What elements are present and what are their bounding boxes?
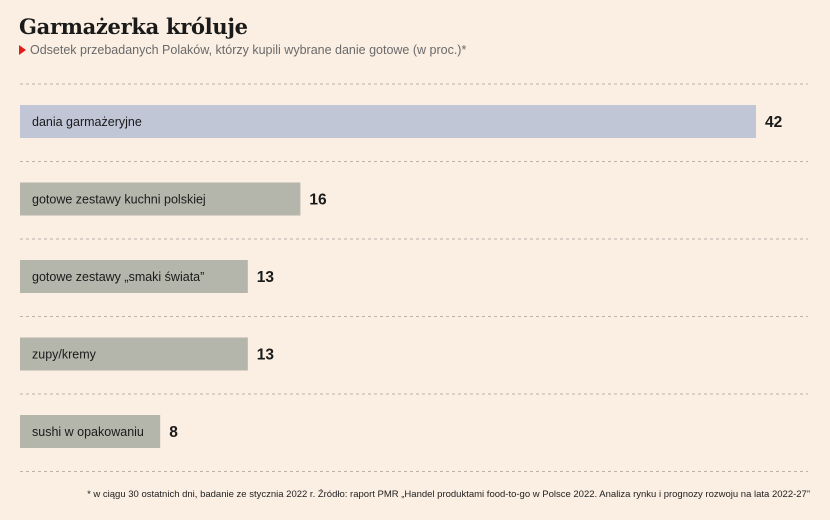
bar xyxy=(20,260,248,293)
bar-value-label: 8 xyxy=(169,424,178,441)
footnote: * w ciągu 30 ostatnich dni, badanie ze s… xyxy=(87,489,810,500)
bar-category-label: sushi w opakowaniu xyxy=(32,425,144,439)
bar-chart: dania garmażeryjne 42 gotowe zestawy kuchn… xyxy=(20,83,808,472)
bar-value-label: 13 xyxy=(257,347,275,364)
triangle-marker-icon xyxy=(19,45,26,55)
bar-value-label: 16 xyxy=(309,192,327,209)
bar-category-label: dania garmażeryjne xyxy=(32,115,142,129)
bar-category-label: gotowe zestawy kuchni polskiej xyxy=(32,193,206,207)
subtitle-text: Odsetek przebadanych Polaków, którzy kup… xyxy=(30,43,467,57)
bar xyxy=(20,415,161,448)
bar-value-label: 42 xyxy=(765,114,782,131)
bar-category-label: gotowe zestawy „smaki świata” xyxy=(32,270,204,284)
bar xyxy=(20,105,756,138)
bar xyxy=(20,337,248,371)
bar xyxy=(20,182,301,216)
chart-subtitle: Odsetek przebadanych Polaków, którzy kup… xyxy=(19,43,466,57)
bar-category-label: zupy/kremy xyxy=(32,348,97,362)
bar-value-label: 13 xyxy=(257,269,275,286)
chart-title: Garmażerka króluje xyxy=(19,14,248,39)
